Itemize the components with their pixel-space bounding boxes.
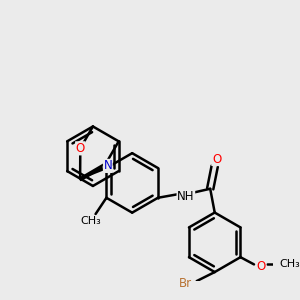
Text: N: N <box>103 159 112 172</box>
Text: O: O <box>212 152 221 166</box>
Text: O: O <box>76 142 85 155</box>
Text: O: O <box>256 260 266 273</box>
Text: CH₃: CH₃ <box>280 260 300 269</box>
Text: Br: Br <box>179 277 192 290</box>
Text: CH₃: CH₃ <box>81 216 101 226</box>
Text: NH: NH <box>177 190 195 203</box>
